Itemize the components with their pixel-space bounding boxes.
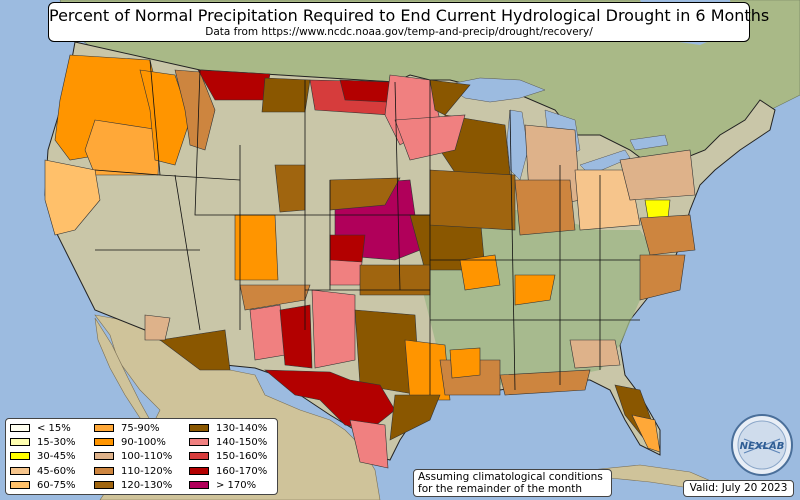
region-tn <box>514 274 556 306</box>
legend-item: 15-30% <box>10 436 76 448</box>
legend-label: 150-160% <box>216 450 268 462</box>
legend-item: 110-120% <box>94 465 172 477</box>
legend-label: 75-90% <box>121 422 160 434</box>
legend-swatch <box>10 467 30 475</box>
valid-date: Valid: July 20 2023 <box>689 482 788 494</box>
legend-label: 120-130% <box>121 479 173 491</box>
legend-label: 30-45% <box>37 450 76 462</box>
region-idaho <box>139 69 191 166</box>
lake-superior <box>444 77 546 103</box>
legend-swatch <box>189 424 209 432</box>
region-va <box>639 214 696 256</box>
legend-item: 45-60% <box>10 465 76 477</box>
title-box: Percent of Normal Precipitation Required… <box>48 2 770 42</box>
region-ks-pink <box>329 259 363 286</box>
legend-swatch <box>189 452 209 460</box>
valid-date-box: Valid: July 20 2023 <box>683 480 794 497</box>
region-ok <box>359 264 431 296</box>
legend-item: 30-45% <box>10 450 76 462</box>
legend-label: 15-30% <box>37 436 76 448</box>
legend-label: > 170% <box>216 479 257 491</box>
legend-item: 100-110% <box>94 450 172 462</box>
legend-item: 120-130% <box>94 479 172 491</box>
region-tx-red <box>264 369 396 431</box>
legend-item: 60-75% <box>10 479 76 491</box>
legend-swatch <box>10 424 30 432</box>
legend-swatch <box>189 467 209 475</box>
legend-swatch <box>10 452 30 460</box>
assumption-note: Assuming climatological conditions for t… <box>413 469 612 497</box>
legend-item: 130-140% <box>189 422 267 434</box>
region-pa <box>619 149 696 201</box>
region-nm-red <box>279 304 313 369</box>
legend-item: < 15% <box>10 422 71 434</box>
legend-item: 75-90% <box>94 422 160 434</box>
region-ms <box>449 347 481 379</box>
legend-label: 60-75% <box>37 479 76 491</box>
legend-item: 160-170% <box>189 465 267 477</box>
region-tx-coast <box>389 394 441 441</box>
region-fl-south <box>631 414 661 453</box>
legend-label: 45-60% <box>37 465 76 477</box>
note-line-1: Assuming climatological conditions <box>418 471 603 483</box>
region-ar <box>459 254 501 291</box>
region-oregon-light <box>84 119 161 176</box>
legend-swatch <box>94 452 114 460</box>
legend-item: 90-100% <box>94 436 166 448</box>
region-wy <box>274 164 306 213</box>
legend-label: 90-100% <box>121 436 166 448</box>
legend: < 15% 15-30% 30-45% 45-60% 60-75% 75-90%… <box>5 418 278 495</box>
region-co-orange <box>234 214 279 281</box>
logo-text: NEXLAB <box>740 441 785 452</box>
region-az <box>159 329 231 371</box>
legend-swatch <box>94 467 114 475</box>
legend-label: 160-170% <box>216 465 268 477</box>
state-borders <box>94 59 640 395</box>
lake-ontario <box>629 134 669 151</box>
legend-item: > 170% <box>189 479 256 491</box>
legend-swatch <box>189 438 209 446</box>
region-nc <box>639 254 686 301</box>
nexlab-logo: NEXLAB <box>731 414 793 476</box>
region-md <box>644 199 671 219</box>
region-ga <box>569 339 621 369</box>
region-tx-orange <box>404 339 451 401</box>
legend-swatch <box>94 438 114 446</box>
legend-swatch <box>10 438 30 446</box>
legend-swatch <box>10 481 30 489</box>
region-in <box>514 179 576 236</box>
legend-swatch <box>94 481 114 489</box>
region-il <box>429 169 516 231</box>
region-tx-south <box>349 419 389 469</box>
legend-item: 140-150% <box>189 436 267 448</box>
note-line-2: for the remainder of the month <box>418 483 583 495</box>
legend-label: < 15% <box>37 422 71 434</box>
map-subtitle: Data from https://www.ncdc.noaa.gov/temp… <box>205 26 593 38</box>
legend-swatch <box>94 424 114 432</box>
region-ks-red <box>329 234 366 263</box>
region-nm-pink <box>249 304 286 361</box>
legend-label: 140-150% <box>216 436 268 448</box>
legend-swatch <box>189 481 209 489</box>
region-mt-brown <box>261 77 311 113</box>
legend-label: 130-140% <box>216 422 268 434</box>
legend-label: 100-110% <box>121 450 173 462</box>
region-nd-dark <box>339 79 391 103</box>
legend-label: 110-120% <box>121 465 173 477</box>
region-oh <box>574 169 641 231</box>
region-az-light <box>144 314 171 341</box>
region-tx-pink <box>311 289 356 369</box>
map-title: Percent of Normal Precipitation Required… <box>49 6 770 25</box>
legend-item: 150-160% <box>189 450 267 462</box>
